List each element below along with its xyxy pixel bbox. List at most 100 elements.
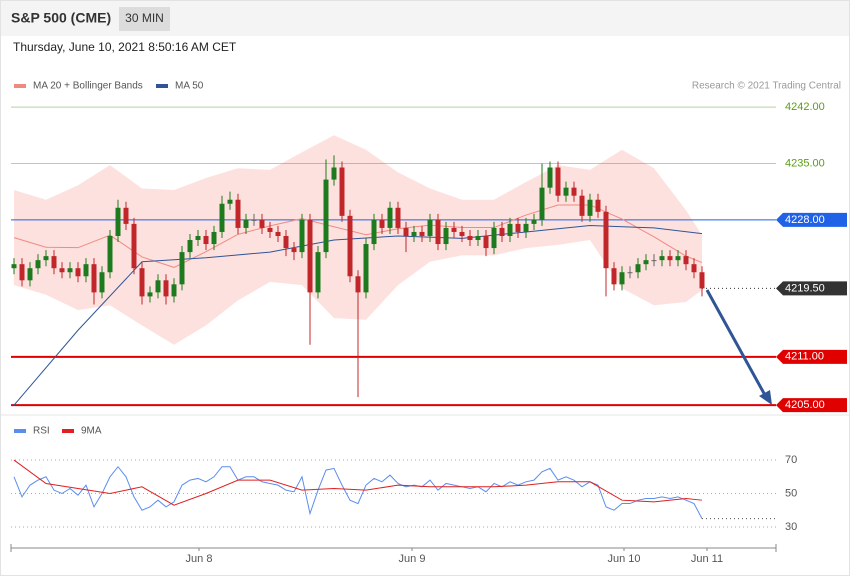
- candle-body: [443, 227, 449, 245]
- candle-body: [123, 207, 129, 224]
- candle-body: [419, 231, 425, 236]
- legend-label: RSI: [33, 426, 50, 437]
- candle-body: [379, 219, 385, 228]
- level-tag: [776, 281, 847, 296]
- legend-label: MA 20 + Bollinger Bands: [33, 81, 143, 92]
- projection-arrow-head: [759, 390, 772, 405]
- candle-body: [11, 264, 17, 269]
- candle-body: [307, 219, 313, 293]
- candle-body: [203, 235, 209, 245]
- legend-label: MA 50: [175, 81, 204, 92]
- candle-body: [547, 167, 553, 188]
- candle-body: [539, 187, 545, 220]
- candle-body: [267, 227, 273, 232]
- level-label: 4235.00: [785, 157, 825, 169]
- level-tag: [776, 349, 847, 364]
- level-tag: [776, 212, 847, 227]
- candle-body: [323, 179, 329, 253]
- candle-body: [587, 199, 593, 216]
- rsi-line: [13, 465, 703, 519]
- instrument-title: S&P 500 (CME): [11, 10, 111, 26]
- rsi-line: [13, 459, 703, 506]
- candle-body: [483, 235, 489, 249]
- level-label: 4219.50: [785, 282, 825, 294]
- legend-swatch: [14, 429, 26, 433]
- candle-body: [51, 256, 57, 269]
- candle-body: [99, 272, 105, 293]
- candle-body: [251, 219, 257, 221]
- candle-body: [395, 207, 401, 228]
- candle-body: [243, 219, 249, 228]
- candle-body: [371, 219, 377, 245]
- candle-body: [59, 268, 65, 273]
- candle-body: [579, 195, 585, 216]
- candle-body: [563, 187, 569, 196]
- x-tick-label: Jun 8: [186, 553, 213, 565]
- candle-body: [43, 256, 49, 261]
- candle-body: [163, 280, 169, 297]
- candle-body: [467, 235, 473, 241]
- bollinger-band: [14, 135, 702, 345]
- candle-body: [635, 264, 641, 273]
- projection-arrow: [705, 289, 768, 398]
- candle-body: [531, 219, 537, 224]
- y-tick-label: 50: [785, 487, 797, 499]
- y-tick-label: 70: [785, 454, 797, 466]
- x-tick-label: Jun 10: [607, 553, 640, 565]
- source-credit: Research © 2021 Trading Central: [692, 81, 841, 92]
- candle-body: [91, 264, 97, 293]
- candle-body: [179, 252, 185, 285]
- candle-body: [355, 276, 361, 293]
- candle-body: [227, 199, 233, 204]
- candle-body: [339, 167, 345, 216]
- candle-body: [667, 256, 673, 261]
- interval-label[interactable]: 30 MIN: [125, 11, 164, 25]
- candle-body: [259, 219, 265, 228]
- candle-body: [299, 219, 305, 253]
- candle-body: [459, 231, 465, 236]
- legend-swatch: [156, 84, 168, 88]
- candle-body: [83, 264, 89, 277]
- candle-body: [219, 203, 225, 232]
- candle-body: [619, 272, 625, 285]
- candle-body: [147, 292, 153, 297]
- candle-body: [19, 264, 25, 281]
- plot-area: 4242.00 4235.00 4228.00 4219.50 4211.00 4205.…: [11, 81, 847, 565]
- candle-body: [611, 268, 617, 285]
- level-label: 4205.00: [785, 399, 825, 411]
- ma-line: [13, 225, 703, 406]
- candle-body: [211, 231, 217, 245]
- timestamp: Thursday, June 10, 2021 8:50:16 AM CET: [13, 40, 237, 54]
- candle-body: [675, 256, 681, 261]
- candle-body: [699, 272, 705, 289]
- candle-body: [347, 215, 353, 277]
- x-tick-label: Jun 11: [691, 553, 723, 565]
- candle-body: [507, 223, 513, 236]
- candle-body: [411, 231, 417, 236]
- candle-body: [643, 260, 649, 265]
- candle-body: [291, 248, 297, 253]
- interval-badge[interactable]: [119, 7, 170, 31]
- candle-body: [131, 223, 137, 269]
- candle-body: [195, 235, 201, 241]
- candle-body: [651, 260, 657, 262]
- candle-body: [115, 207, 121, 236]
- level-label: 4242.00: [785, 101, 825, 113]
- level-label: 4211.00: [785, 351, 824, 363]
- candle-body: [275, 231, 281, 236]
- candle-body: [523, 223, 529, 232]
- candle-body: [331, 167, 337, 180]
- candle-body: [691, 264, 697, 273]
- candle-body: [435, 219, 441, 245]
- x-tick-label: Jun 9: [399, 553, 426, 565]
- legend-swatch: [14, 84, 26, 88]
- candle-body: [235, 199, 241, 228]
- candle-body: [75, 268, 81, 277]
- candle-body: [107, 235, 113, 273]
- candle-body: [283, 235, 289, 249]
- candle-body: [363, 244, 369, 293]
- candle-body: [387, 207, 393, 228]
- candle-body: [139, 268, 145, 297]
- legend-swatch: [62, 429, 74, 433]
